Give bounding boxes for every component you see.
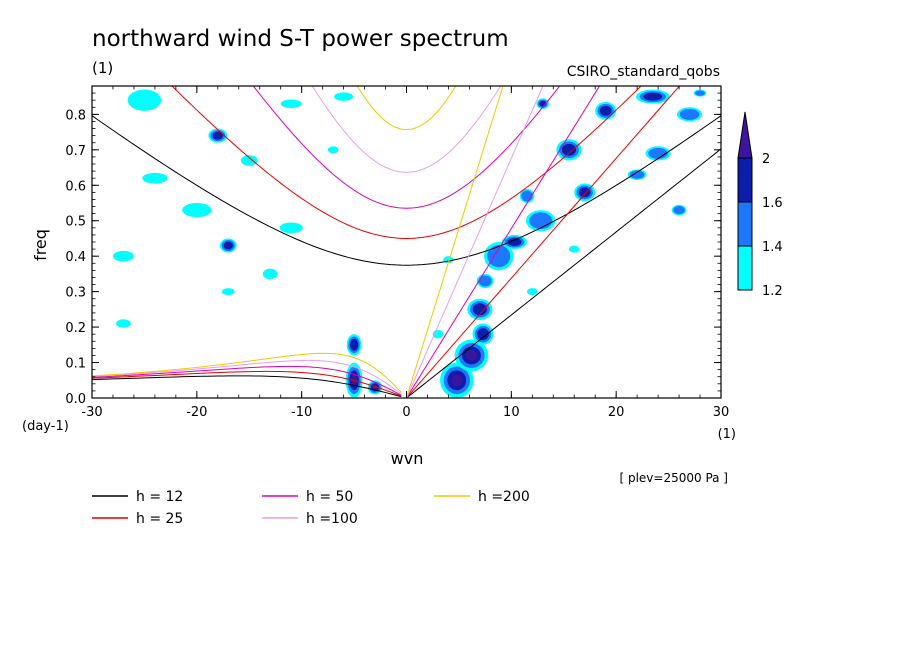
y-unit-label: (day-1) [22, 419, 69, 434]
contour-blob-25-level-0 [127, 89, 162, 111]
y-tick-label: 0.5 [65, 215, 86, 230]
curve-rossby-h50 [92, 365, 402, 396]
y-tick-label: 0.6 [65, 179, 86, 194]
plot-background [92, 86, 721, 398]
colorbar-arrow [737, 111, 753, 159]
curve-kelvin-h100 [406, 86, 544, 398]
contour-blob-1-level-3 [465, 350, 478, 361]
contour-blob-4-level-1 [487, 245, 511, 268]
y-axis-label: freq [31, 229, 50, 261]
curve-inertia-gravity-h100 [311, 86, 502, 173]
contour-blob-11-level-1 [679, 108, 700, 120]
contour-blob-0-level-3 [451, 374, 463, 387]
curve-kelvin-h50 [406, 86, 601, 398]
colorbar: 2 1.6 1.4 1.2 [737, 111, 783, 299]
contour-blob-3-level-2 [472, 303, 487, 316]
x-tick-label: 0 [402, 405, 410, 420]
legend-label-h100: h =100 [306, 511, 358, 527]
colorbar-label: 2 [762, 152, 770, 167]
contour-blob-26-level-0 [142, 172, 168, 184]
y-tick-label: 0.0 [65, 392, 86, 407]
contour-blob-31-level-0 [262, 268, 278, 280]
curve-inertia-gravity-h50 [252, 86, 561, 209]
x-tick-label: 10 [503, 405, 520, 420]
contour-blob-12-level-1 [648, 147, 668, 159]
contour-blob-10-level-2 [643, 92, 663, 101]
curve-inertia-gravity-h12 [92, 115, 721, 266]
contour-blob-9-level-2 [599, 105, 612, 116]
contour-blob-39-level-0 [568, 245, 580, 253]
y-tick-label: 0.4 [65, 250, 86, 265]
contour-blob-5-level-2 [507, 238, 522, 246]
contour-blob-35-level-0 [280, 99, 302, 108]
colorbar-segment [737, 201, 753, 247]
contour-blob-21-level-1 [629, 170, 645, 179]
y-tick-label: 0.3 [65, 286, 86, 301]
legend-label-h50: h = 50 [306, 489, 353, 505]
contour-blob-6-level-1 [529, 212, 553, 230]
pressure-note: [ plev=25000 Pa ] [619, 471, 728, 485]
legend-label-h12: h = 12 [136, 489, 183, 505]
curve-inertia-gravity-h25 [171, 86, 642, 239]
colorbar-label: 1.2 [762, 284, 783, 299]
axis-ticks: -30 -20 -10 0 10 20 30 0.0 0.1 0.2 0.3 0.4 0.5 0.6 0.7… [65, 86, 729, 420]
colorbar-segment [737, 157, 753, 203]
dispersion-curves [92, 86, 721, 398]
curve-kelvin-h25 [406, 86, 681, 398]
colorbar-label: 1.4 [762, 240, 783, 255]
x-tick-label: 30 [713, 405, 730, 420]
contour-blob-33-level-0 [116, 319, 131, 328]
y-tick-label: 0.1 [65, 357, 86, 372]
x-unit-label: (1) [718, 427, 736, 442]
contour-blob-8-level-2 [561, 143, 577, 156]
colorbar-label: 1.6 [762, 196, 783, 211]
y-tick-label: 0.7 [65, 144, 86, 159]
contour-blob-27-level-0 [112, 250, 134, 262]
contour-blob-14-level-2 [349, 338, 359, 351]
chart-title: northward wind S-T power spectrum [92, 26, 509, 52]
chart-subtitle-right: CSIRO_standard_qobs [567, 64, 720, 80]
y-tick-label: 0.2 [65, 321, 86, 336]
legend-label-h25: h = 25 [136, 511, 183, 527]
curve-rossby-h200 [92, 352, 402, 393]
y-tick-label: 0.8 [65, 108, 86, 123]
x-axis-label: wvn [391, 449, 424, 468]
contour-blob-28-level-0 [182, 203, 212, 218]
chart-subtitle-left: (1) [92, 59, 113, 77]
curve-kelvin-h12 [406, 148, 721, 398]
contour-blob-16-level-2 [212, 131, 224, 140]
contour-blob-34-level-0 [327, 146, 339, 154]
contour-blob-20-level-1 [673, 205, 685, 215]
contour-blob-23-level-1 [478, 275, 492, 287]
curve-rossby-h25 [92, 370, 402, 397]
contour-blob-29-level-0 [240, 155, 258, 166]
x-tick-label: -20 [186, 405, 207, 420]
contour-blob-19-level-1 [695, 90, 705, 96]
legend: h = 12 h = 25 h = 50 h =100 h =200 [92, 489, 530, 527]
curve-inertia-gravity-h200 [356, 86, 457, 131]
colorbar-segment [737, 245, 753, 291]
x-tick-label: 20 [608, 405, 625, 420]
curve-kelvin-h200 [406, 86, 504, 398]
contour-blob-2-level-2 [477, 328, 489, 341]
contour-blob-7-level-2 [578, 187, 591, 198]
contour-blob-30-level-0 [279, 222, 303, 234]
curve-rossby-h12 [92, 375, 402, 398]
contour-blob-36-level-0 [334, 92, 354, 101]
contour-blob-17-level-2 [223, 241, 233, 250]
contour-fills [112, 89, 707, 398]
legend-label-h200: h =200 [478, 489, 530, 505]
curve-rossby-h100 [92, 359, 402, 395]
contour-blob-32-level-0 [221, 288, 235, 296]
x-tick-label: -30 [81, 405, 102, 420]
x-tick-label: -10 [291, 405, 312, 420]
contour-blob-38-level-0 [527, 288, 538, 296]
